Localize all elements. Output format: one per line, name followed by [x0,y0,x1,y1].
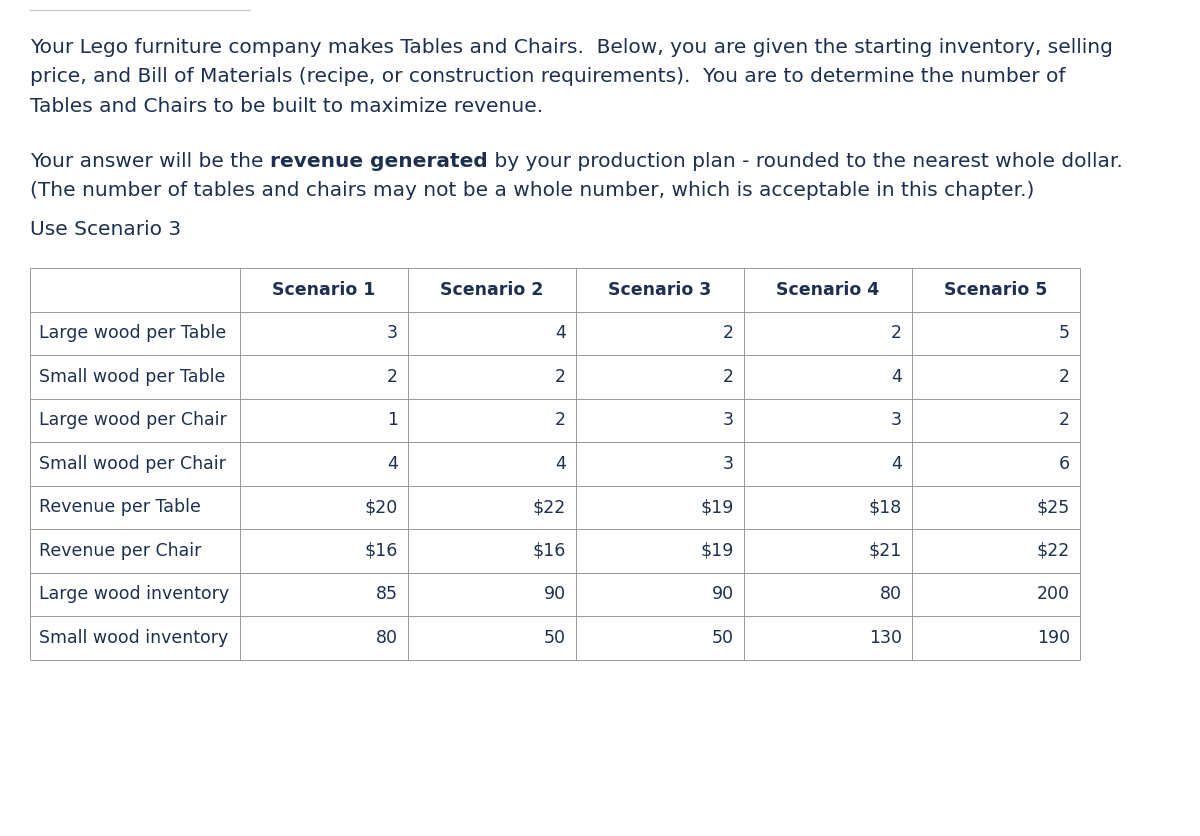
Text: 5: 5 [1060,324,1070,342]
Text: 2: 2 [722,368,734,385]
Text: 80: 80 [880,585,902,604]
Text: 1: 1 [386,411,398,429]
Text: $16: $16 [365,542,398,560]
Text: revenue generated: revenue generated [270,152,487,171]
Text: 3: 3 [386,324,398,342]
Text: Your answer will be the: Your answer will be the [30,152,270,171]
Text: $22: $22 [1037,542,1070,560]
Text: Small wood per Table: Small wood per Table [38,368,226,385]
Text: Large wood inventory: Large wood inventory [38,585,229,604]
Text: Your Lego furniture company makes Tables and Chairs.  Below, you are given the s: Your Lego furniture company makes Tables… [30,38,1112,57]
Text: $25: $25 [1037,498,1070,517]
Text: $16: $16 [533,542,566,560]
Text: 3: 3 [890,411,902,429]
Text: 2: 2 [554,368,566,385]
Text: $20: $20 [365,498,398,517]
Text: 2: 2 [386,368,398,385]
Text: Revenue per Chair: Revenue per Chair [38,542,202,560]
Text: Large wood per Chair: Large wood per Chair [38,411,227,429]
Text: Large wood per Table: Large wood per Table [38,324,227,342]
Text: Scenario 5: Scenario 5 [944,281,1048,298]
Text: Revenue per Table: Revenue per Table [38,498,200,517]
Text: 85: 85 [376,585,398,604]
Text: 2: 2 [722,324,734,342]
Text: 90: 90 [712,585,734,604]
Text: 2: 2 [1060,411,1070,429]
Text: 200: 200 [1037,585,1070,604]
Text: $19: $19 [701,498,734,517]
Text: 50: 50 [544,629,566,647]
Text: 4: 4 [892,455,902,472]
Text: 2: 2 [554,411,566,429]
Text: 80: 80 [376,629,398,647]
Text: 4: 4 [556,455,566,472]
Text: Scenario 1: Scenario 1 [272,281,376,298]
Text: 90: 90 [544,585,566,604]
Text: $21: $21 [869,542,902,560]
Text: 130: 130 [869,629,902,647]
Text: price, and Bill of Materials (recipe, or construction requirements).  You are to: price, and Bill of Materials (recipe, or… [30,68,1066,86]
Text: 4: 4 [556,324,566,342]
Text: 4: 4 [388,455,398,472]
Text: Scenario 4: Scenario 4 [776,281,880,298]
Text: 190: 190 [1037,629,1070,647]
Text: Small wood inventory: Small wood inventory [38,629,228,647]
Text: 2: 2 [890,324,902,342]
Text: Use Scenario 3: Use Scenario 3 [30,220,181,239]
Text: $22: $22 [533,498,566,517]
Text: Small wood per Chair: Small wood per Chair [38,455,226,472]
Text: 3: 3 [722,411,734,429]
Text: Tables and Chairs to be built to maximize revenue.: Tables and Chairs to be built to maximiz… [30,97,544,116]
Text: 4: 4 [892,368,902,385]
Text: $18: $18 [869,498,902,517]
Text: Scenario 3: Scenario 3 [608,281,712,298]
Text: by your production plan - rounded to the nearest whole dollar.: by your production plan - rounded to the… [487,152,1122,171]
Text: 50: 50 [712,629,734,647]
Text: (The number of tables and chairs may not be a whole number, which is acceptable : (The number of tables and chairs may not… [30,181,1034,201]
Text: 2: 2 [1060,368,1070,385]
Text: 3: 3 [722,455,734,472]
Text: $19: $19 [701,542,734,560]
Text: 6: 6 [1058,455,1070,472]
Text: Scenario 2: Scenario 2 [440,281,544,298]
